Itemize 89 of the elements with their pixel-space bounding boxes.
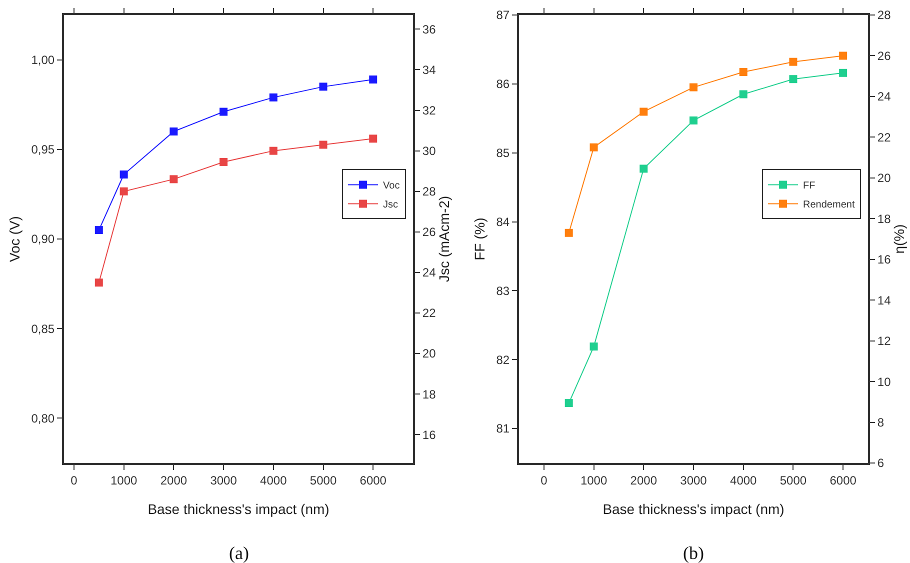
- y-tick-label: 84: [496, 214, 510, 229]
- x-tick-label: 6000: [830, 473, 857, 488]
- y-tick-label: 0,90: [31, 232, 55, 246]
- point: [269, 146, 278, 155]
- point: [170, 175, 178, 184]
- y2-tick-label: 34: [422, 62, 436, 77]
- y-tick-label: 86: [496, 77, 510, 92]
- x-tick-label: 6000: [360, 473, 387, 488]
- point: [220, 108, 228, 116]
- y2-tick-label: 30: [422, 144, 436, 158]
- x-tick-label: 0: [540, 473, 548, 488]
- point: [170, 127, 178, 136]
- point: [564, 228, 573, 237]
- y2-tick-label: 26: [422, 225, 436, 240]
- y2-tick-label: 16: [877, 252, 892, 267]
- point: [739, 68, 748, 76]
- y-tick-label: 0,80: [31, 411, 55, 426]
- y2-tick-label: 24: [877, 90, 892, 104]
- y2-tick-label: 28: [422, 184, 436, 199]
- y-tick-label: 0,95: [31, 142, 55, 157]
- point: [789, 75, 798, 84]
- point: [739, 90, 748, 98]
- y2-tick-label: 24: [422, 266, 436, 280]
- point: [839, 68, 848, 77]
- y2-tick-label: 18: [877, 212, 892, 226]
- legend-label: FF: [803, 180, 816, 192]
- point: [839, 52, 848, 60]
- point: [690, 83, 698, 92]
- x-tick-label: 2000: [160, 473, 188, 488]
- y-tick-label: 0,85: [31, 322, 55, 336]
- y-tick-label: 87: [496, 8, 510, 22]
- point: [564, 399, 573, 408]
- y-tick-label: 81: [496, 422, 510, 436]
- point: [94, 278, 103, 287]
- y2-tick-label: 14: [877, 293, 892, 308]
- point: [590, 342, 598, 351]
- point: [319, 140, 328, 149]
- point: [220, 158, 228, 166]
- point: [319, 82, 328, 91]
- x-tick-label: 4000: [730, 473, 758, 488]
- y2-axis-title: η(%): [891, 224, 908, 254]
- y2-tick-label: 20: [422, 346, 436, 361]
- y2-tick-label: 8: [877, 415, 884, 430]
- y2-tick-label: 32: [422, 103, 436, 118]
- y2-tick-label: 36: [422, 22, 436, 36]
- x-tick-label: 4000: [260, 473, 288, 488]
- y-tick-label: 83: [496, 284, 510, 298]
- legend-label: Rendement: [803, 200, 855, 211]
- x-tick-label: 2000: [630, 473, 658, 488]
- point: [640, 164, 648, 173]
- x-tick-label: 5000: [780, 473, 807, 488]
- y2-tick-label: 28: [877, 8, 892, 22]
- x-tick-label: 1000: [110, 473, 138, 488]
- point: [789, 58, 798, 66]
- point: [94, 226, 103, 234]
- x-tick-label: 3000: [680, 473, 708, 488]
- y-axis-title: FF (%): [471, 218, 488, 260]
- point: [690, 116, 698, 124]
- legend-label: Voc: [383, 180, 400, 192]
- point: [369, 134, 378, 143]
- y-tick-label: 85: [496, 146, 510, 160]
- point: [269, 93, 278, 102]
- y2-tick-label: 6: [877, 456, 884, 470]
- x-axis-title: Base thickness's impact (nm): [148, 501, 330, 518]
- x-tick-label: 5000: [310, 473, 337, 488]
- y2-tick-label: 20: [877, 171, 892, 186]
- y2-tick-label: 12: [877, 334, 892, 348]
- y-axis-title: Voc (V): [6, 216, 22, 262]
- y2-tick-label: 22: [877, 130, 892, 144]
- y-tick-label: 1,00: [31, 53, 55, 67]
- y2-tick-label: 18: [422, 387, 436, 402]
- y2-tick-label: 22: [422, 306, 436, 320]
- y-tick-label: 82: [496, 352, 510, 367]
- point: [120, 170, 128, 178]
- legend-label: Jsc: [383, 200, 398, 211]
- y2-tick-label: 10: [877, 374, 892, 389]
- x-tick-label: 1000: [580, 473, 608, 488]
- point: [369, 76, 378, 84]
- y2-axis-title: Jsc (mAcm-2): [436, 196, 452, 282]
- y2-tick-label: 26: [877, 48, 892, 63]
- text: (b): [683, 543, 704, 563]
- point: [120, 187, 128, 196]
- text: (a): [229, 543, 249, 563]
- x-tick-label: 0: [70, 473, 78, 488]
- y2-tick-label: 16: [422, 428, 436, 442]
- point: [590, 143, 598, 152]
- x-tick-label: 3000: [210, 473, 238, 488]
- point: [640, 108, 648, 116]
- x-axis-title: Base thickness's impact (nm): [602, 501, 784, 518]
